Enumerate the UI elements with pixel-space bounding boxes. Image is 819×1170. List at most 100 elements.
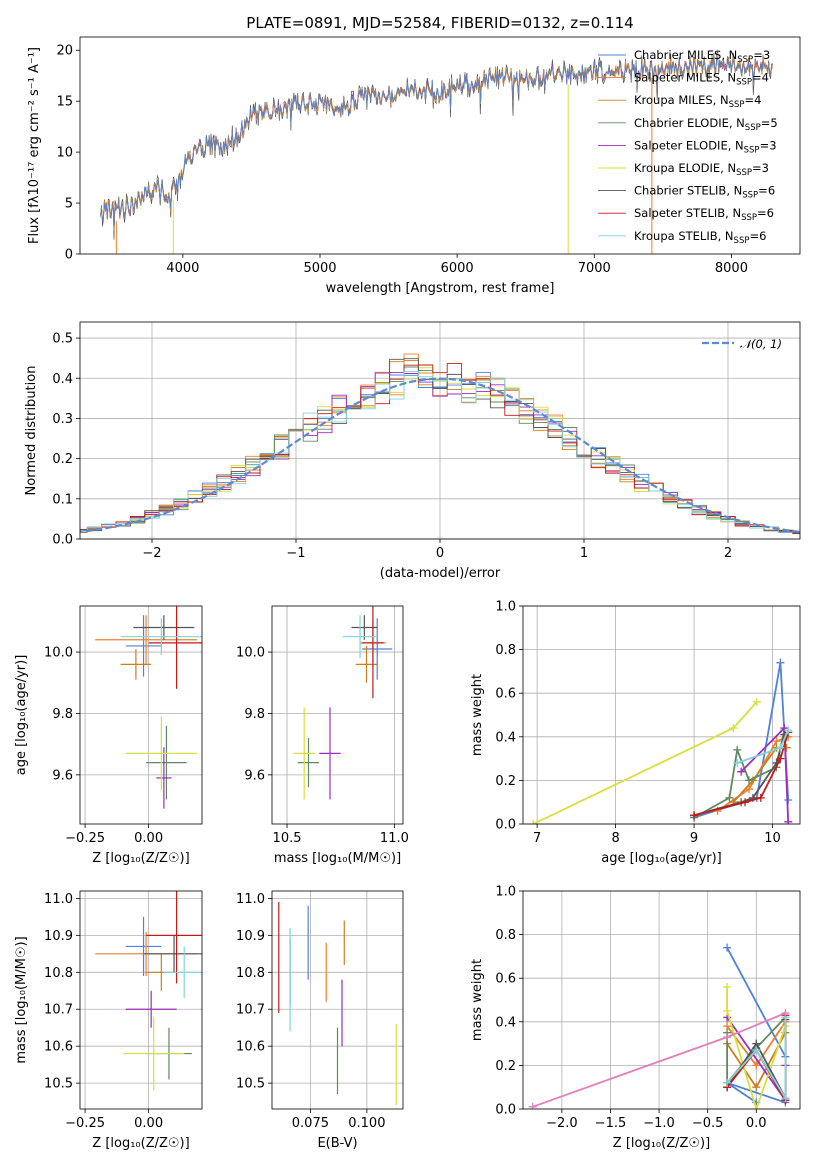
y-tick-label: 10.6 xyxy=(44,1040,73,1055)
legend-label: Salpeter MILES, NSSP=4 xyxy=(634,71,769,88)
axes-frame xyxy=(79,605,203,825)
legend-label: Salpeter STELIB, NSSP=6 xyxy=(634,206,774,223)
y-tick-label: 0.3 xyxy=(52,412,73,427)
legend-nssp-sub: SSP xyxy=(729,100,745,110)
legend-nssp-prefix: , N xyxy=(713,93,729,107)
x-tick-label: 9 xyxy=(690,831,698,846)
x-tick-label: 11.0 xyxy=(380,831,409,846)
weight-series-point xyxy=(733,745,742,754)
legend-model-name: Kroupa MILES xyxy=(634,93,713,107)
x-tick-label: 8 xyxy=(611,831,619,846)
weight-series-point xyxy=(752,1083,761,1092)
legend-label: Chabrier MILES, NSSP=3 xyxy=(634,48,770,65)
weight-series-point xyxy=(744,776,753,785)
plot-area xyxy=(529,658,793,824)
y-tick-label: 10.5 xyxy=(236,1077,265,1092)
x-tick-label: −0.25 xyxy=(65,831,105,846)
y-tick-label: 0.4 xyxy=(495,730,516,745)
x-tick-label: −0.5 xyxy=(692,1116,724,1131)
plot-area xyxy=(100,51,773,254)
weight-series-point xyxy=(737,767,746,776)
weight-vs-metallicity-panel: −2.0 −1.5 −1.0 −0.5 0.0 0.0 0.2 0.4 0.6 0.8 1.0 Z [… xyxy=(470,885,801,1151)
y-tick-label: 20 xyxy=(56,44,73,59)
mass-vs-metallicity-panel: −0.25 0.00 10.5 10.6 10.7 10.8 10.9 11.0 Z [log₁… xyxy=(14,890,203,1151)
legend-model-name: Chabrier ELODIE xyxy=(634,116,729,130)
legend-nssp-value: 3 xyxy=(762,161,769,175)
weight-series-line xyxy=(532,701,758,824)
x-tick-label: 0.00 xyxy=(134,831,163,846)
legend-nssp-prefix: , N xyxy=(720,161,736,175)
axes-frame xyxy=(79,36,801,255)
plot-area xyxy=(278,902,397,1106)
y-tick-label: 9.8 xyxy=(244,707,265,722)
weight-series-point xyxy=(781,1094,790,1103)
weight-series-point xyxy=(723,982,732,991)
weight-series-point xyxy=(752,697,761,706)
y-tick-label: 9.8 xyxy=(52,707,73,722)
legend-nssp-value: 6 xyxy=(759,229,766,243)
y-tick-label: 0.1 xyxy=(52,492,73,507)
y-tick-label: 1.0 xyxy=(495,600,516,615)
y-tick-label: 0.6 xyxy=(495,972,516,987)
legend-model-name: Kroupa ELODIE xyxy=(634,161,720,175)
weight-series-point xyxy=(723,1078,732,1087)
plot-area xyxy=(528,943,790,1109)
weight-series-point xyxy=(723,1006,732,1015)
legend-nssp-eq: = xyxy=(757,206,767,220)
legend-nssp-value: 4 xyxy=(754,93,761,107)
x-tick-label: 0.075 xyxy=(292,1116,329,1131)
x-tick-label: −0.25 xyxy=(65,1116,105,1131)
legend-model-name: Salpeter MILES xyxy=(634,71,720,85)
legend-nssp-sub: SSP xyxy=(741,213,757,223)
weight-series-point xyxy=(529,820,538,824)
plot-area xyxy=(293,606,393,800)
plot-area xyxy=(95,606,202,809)
legend-nssp-prefix: , N xyxy=(718,229,734,243)
y-tick-label: 0.2 xyxy=(495,1059,516,1074)
weight-series-point xyxy=(690,811,699,820)
axes-frame xyxy=(79,321,801,540)
legend-nssp-eq: = xyxy=(752,71,762,85)
x-tick-label: 2 xyxy=(724,546,732,561)
x-tick-label: −1.5 xyxy=(595,1116,627,1131)
y-tick-label: 11.0 xyxy=(44,892,73,907)
legend-nssp-prefix: , N xyxy=(729,116,745,130)
y-tick-label: 0.4 xyxy=(52,372,73,387)
y-tick-label: 10.8 xyxy=(44,966,73,981)
legend-nssp-value: 6 xyxy=(767,206,774,220)
legend-label: 𝒩(0, 1) xyxy=(740,337,782,351)
y-tick-label: 10.8 xyxy=(236,966,265,981)
y-tick-label: 0.6 xyxy=(495,687,516,702)
legend-nssp-eq: = xyxy=(752,161,762,175)
x-tick-label: 1 xyxy=(580,546,588,561)
x-axis-label: (data-model)/error xyxy=(380,566,501,581)
weight-vs-age-panel: 7 8 9 10 0.0 0.2 0.4 0.6 0.8 1.0 age [log₁₀(age/yr… xyxy=(470,600,801,866)
weight-series-point xyxy=(781,1009,790,1018)
x-tick-label: 5000 xyxy=(303,261,336,276)
x-tick-label: 6000 xyxy=(441,261,474,276)
axes-frame xyxy=(271,890,404,1110)
weight-series-point xyxy=(733,758,742,767)
x-axis-label: Z [log₁₀(Z/Z☉)] xyxy=(92,1136,189,1151)
legend-nssp-prefix: , N xyxy=(728,138,744,152)
y-tick-label: 0.0 xyxy=(495,1103,516,1118)
figure-title: PLATE=0891, MJD=52584, FIBERID=0132, z=0… xyxy=(246,14,633,32)
y-tick-label: 10.5 xyxy=(44,1077,73,1092)
legend-label: Kroupa ELODIE, NSSP=3 xyxy=(634,161,769,178)
x-tick-label: 0.0 xyxy=(746,1116,767,1131)
weight-series-point xyxy=(723,1033,732,1042)
y-tick-label: 0.8 xyxy=(495,643,516,658)
legend-nssp-prefix: , N xyxy=(726,184,742,198)
axes-frame xyxy=(271,605,404,825)
legend-nssp-sub: SSP xyxy=(745,123,761,133)
x-tick-label: −1 xyxy=(286,546,305,561)
legend-label: Salpeter ELODIE, NSSP=3 xyxy=(634,138,777,155)
x-tick-label: −2 xyxy=(142,546,161,561)
x-axis-label: age [log₁₀(age/yr)] xyxy=(601,851,722,866)
legend-nssp-sub: SSP xyxy=(736,168,752,178)
normal-reference-curve xyxy=(80,377,800,534)
legend-model-name: Salpeter ELODIE xyxy=(634,138,728,152)
legend-nssp-eq: = xyxy=(744,93,754,107)
legend-nssp-value: 3 xyxy=(769,138,776,152)
